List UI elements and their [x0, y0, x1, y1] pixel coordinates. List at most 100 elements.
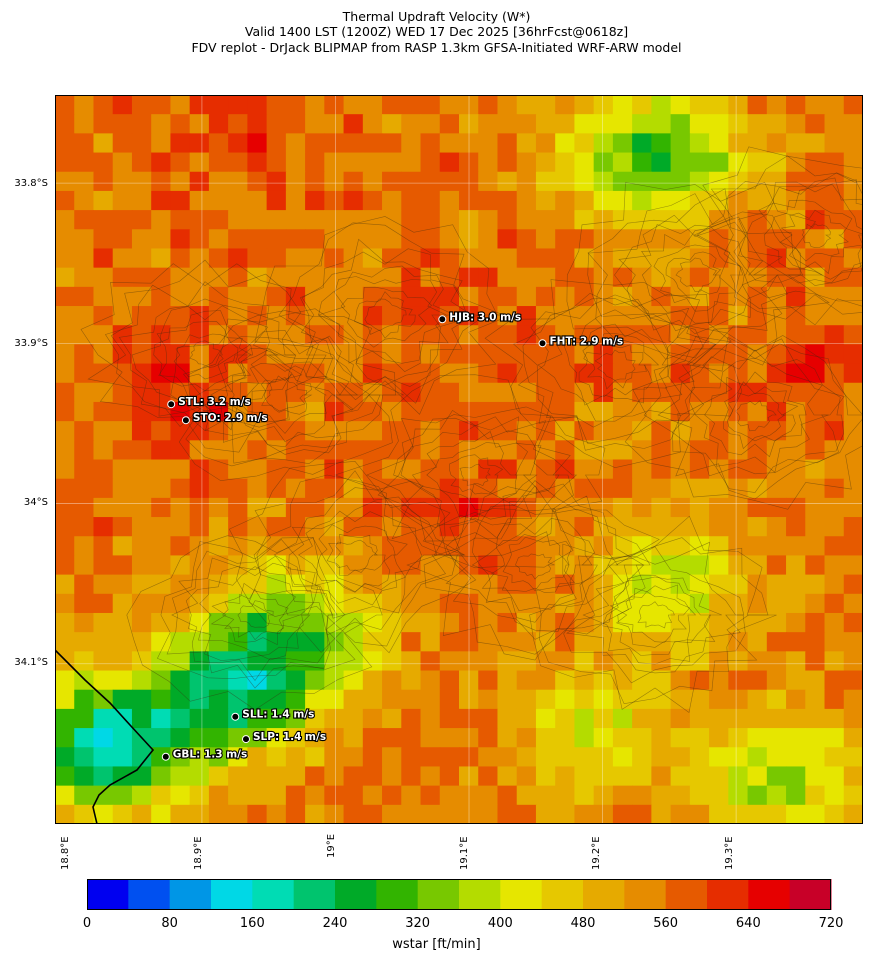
wstar-cell — [324, 152, 345, 173]
wstar-cell — [747, 593, 768, 614]
wstar-cell — [689, 344, 710, 365]
wstar-cell — [478, 670, 499, 691]
wstar-cell — [131, 421, 152, 441]
wstar-cell — [786, 344, 806, 365]
wstar-cell — [401, 229, 422, 250]
wstar-cell — [459, 689, 479, 710]
wstar-cell — [747, 190, 768, 211]
wstar-cell — [709, 401, 729, 422]
wstar-cell — [151, 766, 172, 787]
contour-line — [318, 265, 456, 372]
wstar-cell — [747, 344, 768, 365]
wstar-cell — [555, 210, 576, 230]
wstar-cell — [247, 593, 268, 614]
wstar-cell — [343, 766, 364, 787]
wstar-cell — [112, 497, 133, 518]
wstar-cell — [247, 555, 268, 576]
wstar-cell — [459, 325, 479, 345]
wstar-cell — [439, 210, 460, 230]
wstar-cell — [574, 382, 595, 403]
wstar-cell — [709, 286, 729, 307]
wstar-cell — [74, 152, 95, 173]
wstar-cell — [555, 728, 576, 748]
wstar-cell — [439, 536, 460, 557]
wstar-cell — [728, 612, 749, 633]
wstar-cell — [516, 210, 537, 230]
wstar-cell — [516, 497, 537, 518]
wstar-cell — [824, 133, 845, 154]
wstar-cell — [689, 152, 710, 173]
wstar-cell — [574, 574, 595, 595]
wstar-cell — [728, 536, 749, 557]
wstar-cell — [55, 190, 75, 211]
wstar-cell — [305, 574, 325, 595]
wstar-cell — [228, 267, 248, 288]
wstar-cell — [824, 517, 845, 537]
wstar-cell — [805, 536, 826, 557]
wstar-cell — [189, 344, 210, 365]
wstar-cell — [382, 229, 402, 250]
wstar-cell — [382, 114, 402, 134]
wstar-cell — [151, 785, 172, 806]
wstar-cell — [728, 804, 749, 824]
wstar-cell — [401, 190, 422, 211]
wstar-cell — [151, 114, 172, 134]
wstar-cell — [170, 286, 191, 307]
wstar-cell — [632, 689, 652, 710]
wstar-cell — [497, 286, 518, 307]
wstar-cell — [208, 478, 229, 499]
wstar-cell — [632, 555, 652, 576]
wstar-cell — [632, 536, 652, 557]
wstar-cell — [305, 133, 325, 154]
wstar-cell — [247, 248, 268, 269]
wstar-cell — [709, 728, 729, 748]
wstar-cell — [593, 114, 614, 134]
wstar-cell — [266, 363, 287, 384]
wstar-cell — [805, 382, 826, 403]
wstar-cell — [343, 286, 364, 307]
wstar-cell — [170, 95, 191, 115]
wstar-cell — [612, 593, 633, 614]
wstar-cell — [574, 401, 595, 422]
wstar-cell — [420, 286, 441, 307]
wstar-cell — [228, 651, 248, 672]
wstar-cell — [151, 95, 172, 115]
wstar-cell — [55, 689, 75, 710]
wstar-cell — [55, 632, 75, 652]
wstar-cell — [228, 747, 248, 768]
wstar-cell — [55, 766, 75, 787]
wstar-cell — [747, 459, 768, 480]
wstar-cell — [459, 536, 479, 557]
wstar-cell — [266, 421, 287, 441]
wstar-cell — [689, 440, 710, 461]
wstar-cell — [805, 708, 826, 729]
wstar-cell — [843, 612, 863, 633]
wstar-cell — [189, 382, 210, 403]
wstar-cell — [151, 382, 172, 403]
wstar-cell — [362, 114, 383, 134]
wstar-cell — [766, 804, 787, 824]
wstar-cell — [709, 785, 729, 806]
wstar-cell — [285, 708, 306, 729]
wstar-cell — [343, 574, 364, 595]
wstar-cell — [478, 190, 499, 211]
wstar-cell — [266, 133, 287, 154]
wstar-cell — [747, 382, 768, 403]
wstar-cell — [593, 286, 614, 307]
wstar-cell — [189, 95, 210, 115]
wstar-cell — [459, 210, 479, 230]
wstar-cell — [689, 325, 710, 345]
wstar-cell — [709, 574, 729, 595]
contour-line — [87, 259, 302, 431]
wstar-cell — [285, 190, 306, 211]
wstar-cell — [593, 95, 614, 115]
contour-line — [672, 336, 845, 493]
wstar-cell — [670, 593, 691, 614]
wstar-cell — [401, 363, 422, 384]
wstar-cell — [93, 766, 114, 787]
wstar-cell — [362, 421, 383, 441]
contour-line — [779, 209, 849, 262]
wstar-cell — [343, 171, 364, 192]
wstar-cell — [843, 286, 863, 307]
wstar-cell — [651, 517, 672, 537]
